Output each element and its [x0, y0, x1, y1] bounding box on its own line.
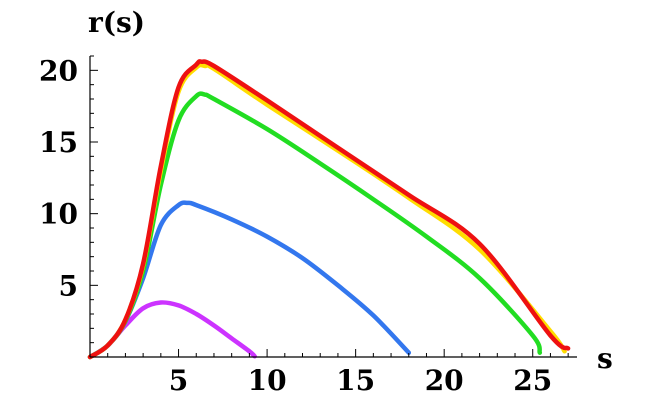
x-tick-label: 20 — [425, 364, 464, 397]
x-tick-label: 5 — [169, 364, 188, 397]
x-tick-label: 15 — [336, 364, 375, 397]
x-tick-label: 10 — [248, 364, 287, 397]
y-tick-label: 5 — [59, 269, 78, 302]
tick-labels: 5 10 15 20 25 5 10 15 20 — [39, 54, 552, 397]
series-line-4 — [87, 62, 567, 360]
x-tick-label: 25 — [513, 364, 552, 397]
axes: 5 10 15 20 25 5 10 15 20 — [39, 54, 577, 397]
y-axis-label: r(s) — [88, 6, 145, 39]
y-tick-label: 15 — [39, 126, 78, 159]
y-tick-label: 10 — [39, 198, 78, 231]
axis-ticks — [90, 55, 569, 357]
y-tick-label: 20 — [39, 54, 78, 87]
series-line-1 — [87, 300, 257, 360]
series-curves — [87, 59, 571, 360]
series-line-5 — [87, 59, 571, 360]
x-axis-label: s — [597, 342, 613, 375]
